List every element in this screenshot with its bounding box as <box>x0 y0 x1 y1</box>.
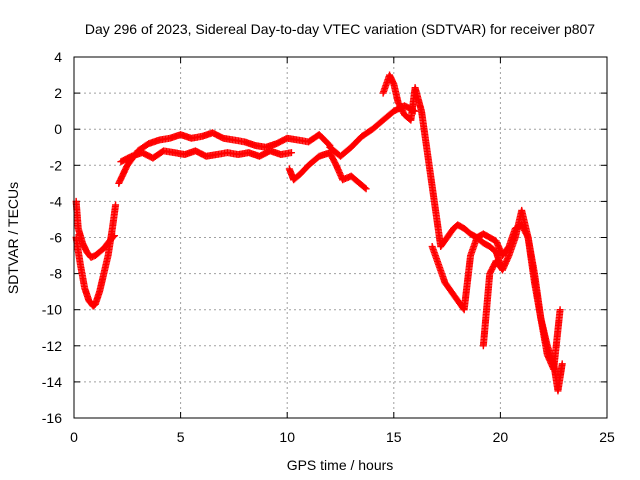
data-point <box>112 201 120 209</box>
series-H <box>428 221 564 373</box>
series-G <box>379 71 504 269</box>
x-tick-label: 5 <box>177 429 185 445</box>
y-tick-label: -14 <box>42 374 62 390</box>
y-tick-label: -12 <box>42 338 62 354</box>
grid-lines <box>74 57 607 418</box>
y-tick-label: 0 <box>54 121 62 137</box>
y-tick-label: 2 <box>54 85 62 101</box>
x-tick-label: 10 <box>279 429 295 445</box>
x-tick-label: 25 <box>599 429 615 445</box>
series-I <box>479 206 566 395</box>
y-tick-label: -10 <box>42 302 62 318</box>
data-point <box>558 360 566 368</box>
x-axis-label: GPS time / hours <box>287 457 394 473</box>
data-point <box>109 233 117 241</box>
series-B <box>72 197 119 261</box>
series-F <box>285 149 370 193</box>
series-E <box>326 102 419 160</box>
series-D <box>117 147 295 166</box>
series-C <box>115 129 334 187</box>
data-point <box>556 306 564 314</box>
y-tick-label: -8 <box>50 266 63 282</box>
y-tick-label: -4 <box>50 193 63 209</box>
y-tick-label: -16 <box>42 410 62 426</box>
y-axis-label: SDTVAR / TECUs <box>5 182 21 294</box>
chart-title: Day 296 of 2023, Sidereal Day-to-day VTE… <box>85 21 595 37</box>
data-point <box>362 185 370 193</box>
y-tick-label: -6 <box>50 230 63 246</box>
data-point <box>361 184 369 192</box>
y-tick-label: -2 <box>50 157 63 173</box>
x-tick-label: 15 <box>386 429 402 445</box>
plot-frame <box>73 56 608 419</box>
data-point <box>111 232 119 240</box>
y-axis-ticks: -16 -14 -12 -10 -8 -6 -4 -2 0 2 4 <box>42 49 607 426</box>
data-points <box>72 71 566 395</box>
x-tick-label: 20 <box>493 429 509 445</box>
x-tick-label: 0 <box>70 429 78 445</box>
y-tick-label: 4 <box>54 49 62 65</box>
data-point <box>287 149 295 157</box>
